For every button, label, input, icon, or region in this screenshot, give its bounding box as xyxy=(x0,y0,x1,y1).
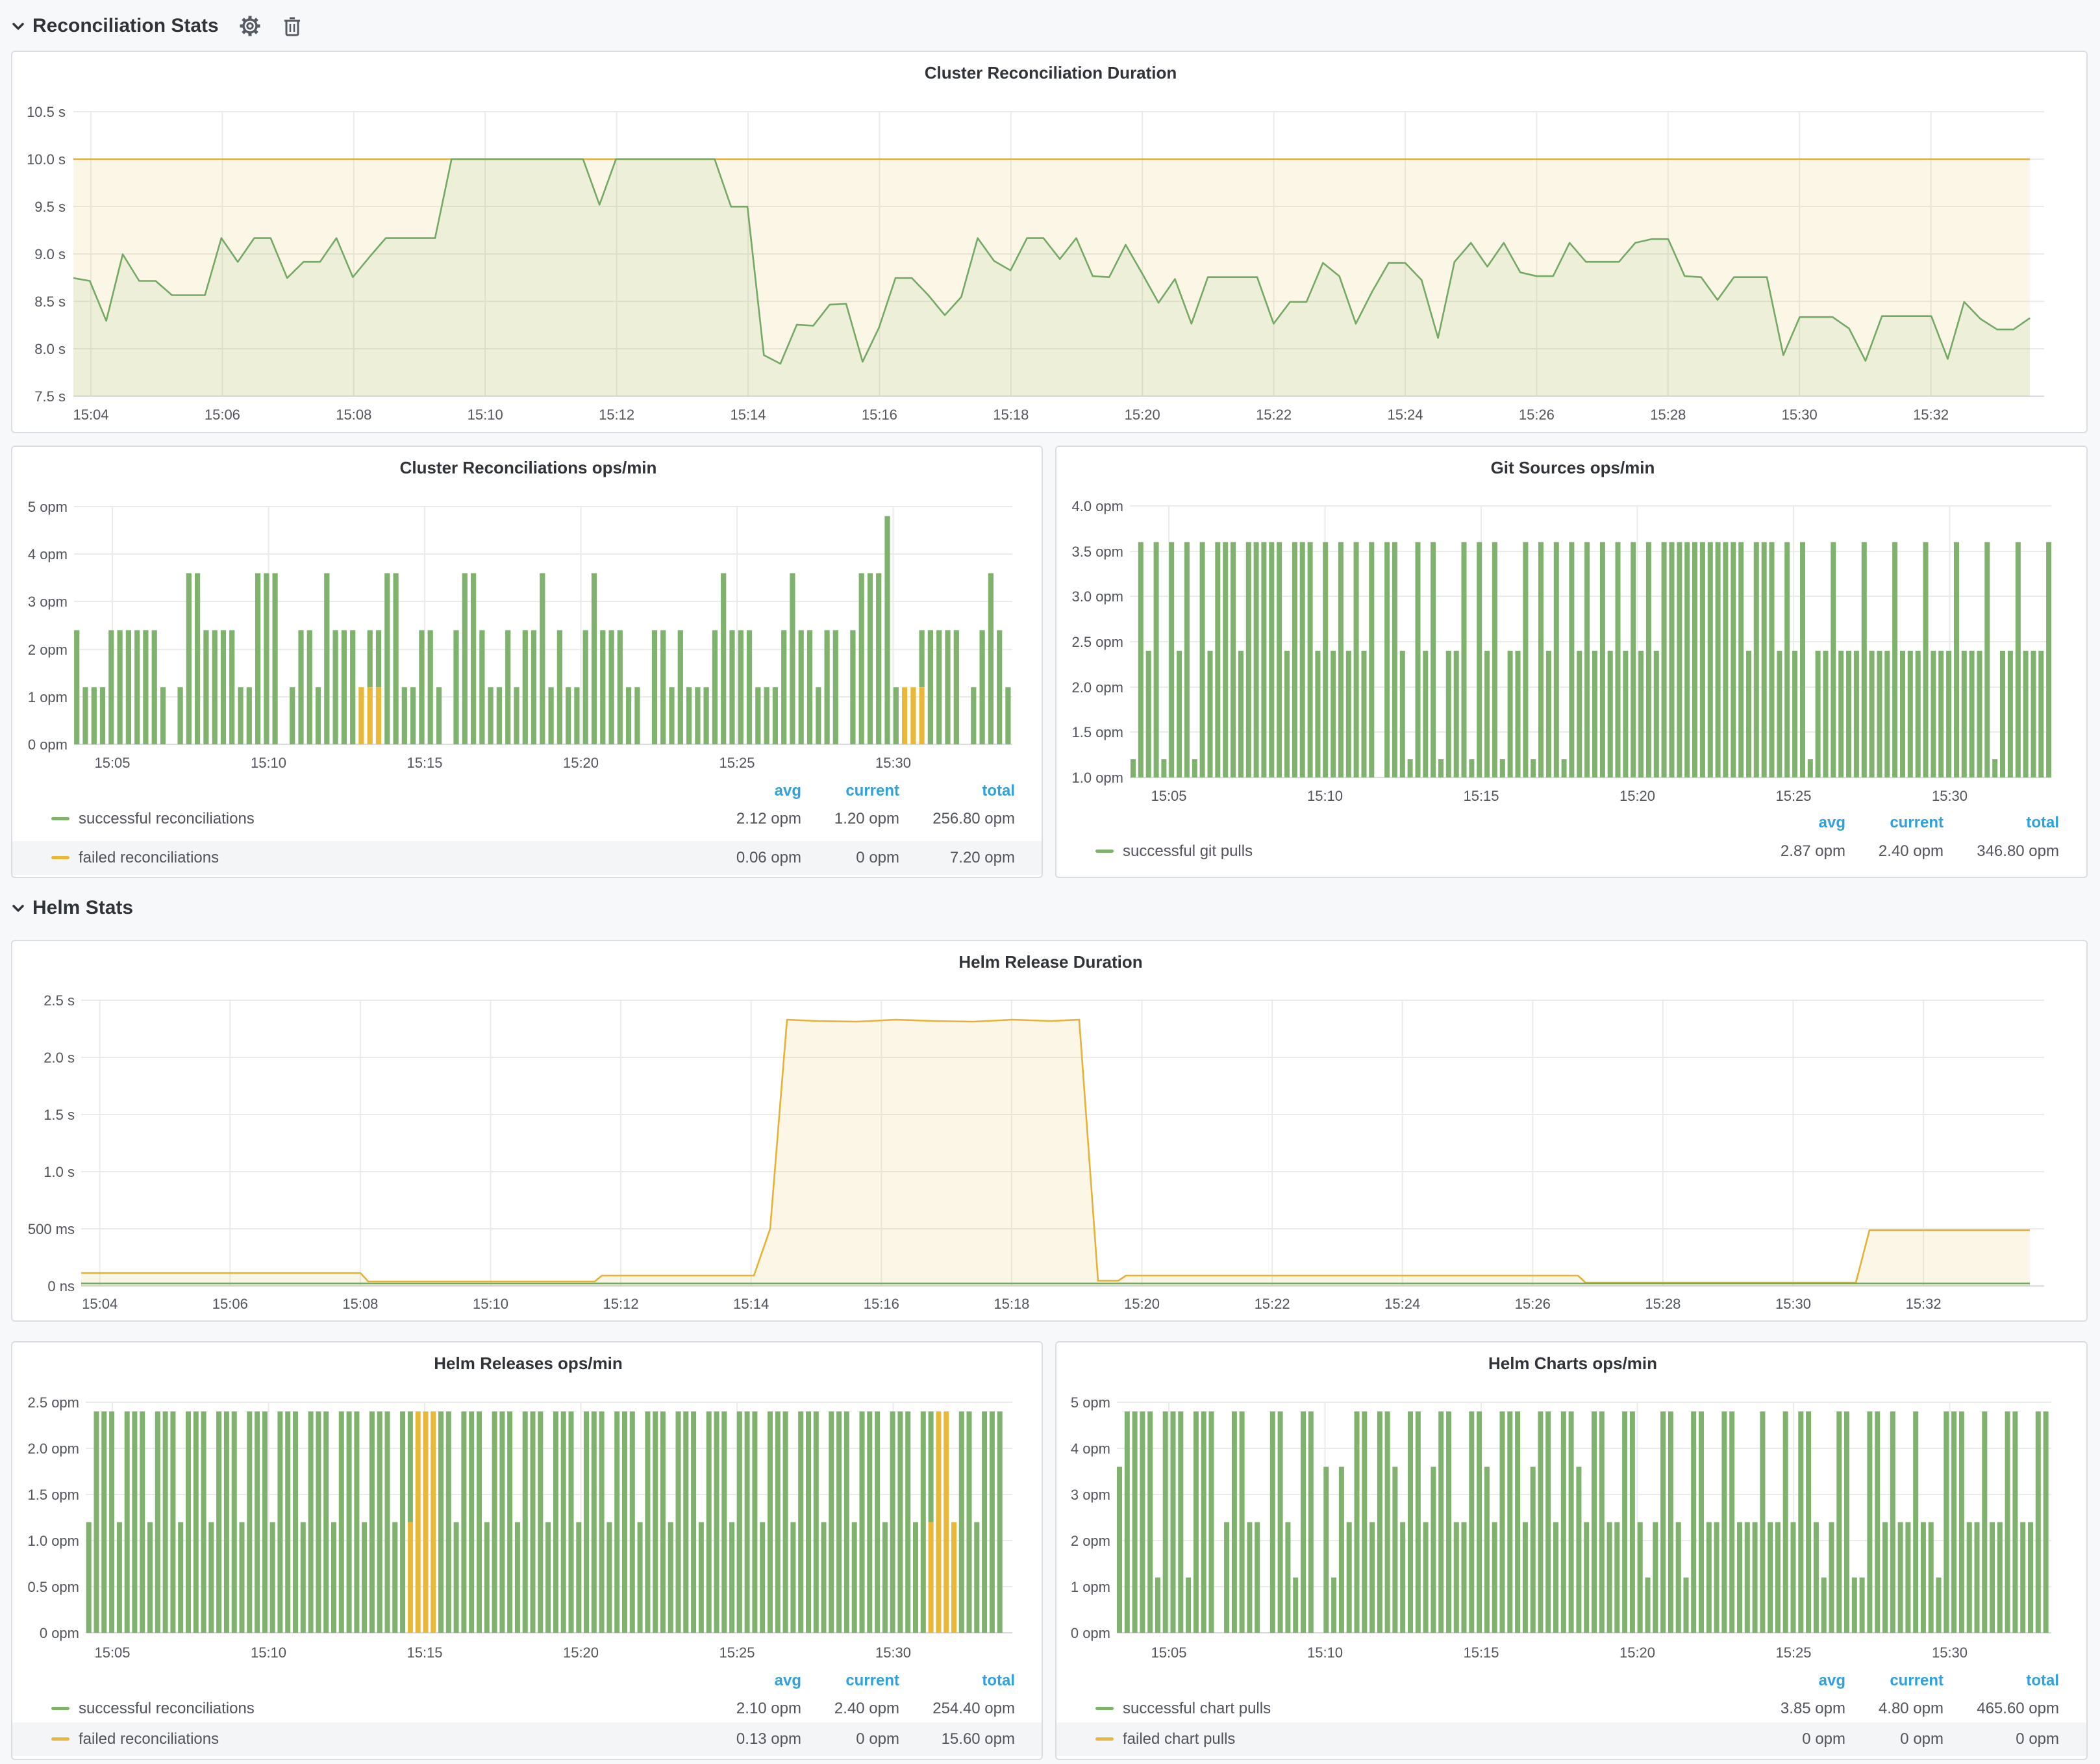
svg-text:15:18: 15:18 xyxy=(993,407,1029,423)
svg-text:2.0 s: 2.0 s xyxy=(44,1050,75,1066)
svg-text:15:30: 15:30 xyxy=(1932,788,1968,804)
svg-text:15:20: 15:20 xyxy=(1619,1644,1655,1661)
svg-text:15:06: 15:06 xyxy=(205,407,240,423)
svg-text:15:05: 15:05 xyxy=(1151,1644,1186,1661)
svg-text:15:15: 15:15 xyxy=(406,755,442,771)
svg-text:1 opm: 1 opm xyxy=(1071,1579,1110,1595)
svg-text:1.0 s: 1.0 s xyxy=(44,1164,75,1180)
svg-text:15:15: 15:15 xyxy=(1463,1644,1499,1661)
svg-text:2 opm: 2 opm xyxy=(28,642,68,658)
svg-text:3 opm: 3 opm xyxy=(28,594,68,610)
svg-text:15:04: 15:04 xyxy=(82,1296,118,1312)
svg-text:15:25: 15:25 xyxy=(719,1644,755,1661)
svg-text:15:25: 15:25 xyxy=(719,755,755,771)
svg-text:1 opm: 1 opm xyxy=(28,689,68,705)
svg-text:15:32: 15:32 xyxy=(1913,407,1949,423)
svg-text:8.0 s: 8.0 s xyxy=(34,341,66,357)
svg-text:15:20: 15:20 xyxy=(563,1644,599,1661)
svg-text:0 opm: 0 opm xyxy=(40,1625,79,1641)
svg-text:500 ms: 500 ms xyxy=(28,1221,75,1237)
svg-text:15:30: 15:30 xyxy=(1932,1644,1968,1661)
svg-text:10.0 s: 10.0 s xyxy=(27,151,66,168)
svg-text:15:10: 15:10 xyxy=(1307,788,1343,804)
svg-text:4 opm: 4 opm xyxy=(1071,1441,1110,1457)
svg-text:15:15: 15:15 xyxy=(406,1644,442,1661)
svg-text:1.5 opm: 1.5 opm xyxy=(1072,724,1124,740)
svg-text:15:08: 15:08 xyxy=(336,407,371,423)
svg-text:15:30: 15:30 xyxy=(1782,407,1818,423)
svg-text:5 opm: 5 opm xyxy=(28,499,68,515)
svg-text:15:22: 15:22 xyxy=(1255,1296,1290,1312)
svg-text:3 opm: 3 opm xyxy=(1071,1487,1110,1503)
svg-text:8.5 s: 8.5 s xyxy=(34,294,66,310)
svg-text:9.5 s: 9.5 s xyxy=(34,199,66,215)
svg-text:15:20: 15:20 xyxy=(1619,788,1655,804)
svg-text:3.5 opm: 3.5 opm xyxy=(1072,544,1124,560)
svg-text:1.5 s: 1.5 s xyxy=(44,1107,75,1123)
svg-text:15:20: 15:20 xyxy=(1124,1296,1160,1312)
svg-text:4 opm: 4 opm xyxy=(28,546,68,562)
svg-text:7.5 s: 7.5 s xyxy=(34,388,66,405)
svg-text:2 opm: 2 opm xyxy=(1071,1533,1110,1549)
svg-text:15:24: 15:24 xyxy=(1387,407,1423,423)
svg-text:2.5 opm: 2.5 opm xyxy=(28,1394,80,1411)
svg-text:0 ns: 0 ns xyxy=(47,1278,75,1294)
svg-text:15:04: 15:04 xyxy=(73,407,108,423)
svg-text:5 opm: 5 opm xyxy=(1071,1394,1110,1411)
svg-text:2.0 opm: 2.0 opm xyxy=(28,1441,80,1457)
svg-text:15:12: 15:12 xyxy=(599,407,634,423)
svg-text:15:24: 15:24 xyxy=(1384,1296,1420,1312)
svg-text:15:32: 15:32 xyxy=(1906,1296,1942,1312)
svg-text:15:28: 15:28 xyxy=(1645,1296,1681,1312)
svg-text:15:15: 15:15 xyxy=(1463,788,1499,804)
svg-text:15:05: 15:05 xyxy=(94,1644,130,1661)
svg-text:15:10: 15:10 xyxy=(1307,1644,1343,1661)
svg-text:1.5 opm: 1.5 opm xyxy=(28,1487,80,1503)
svg-text:15:10: 15:10 xyxy=(473,1296,508,1312)
svg-text:3.0 opm: 3.0 opm xyxy=(1072,588,1124,605)
svg-text:15:26: 15:26 xyxy=(1515,1296,1551,1312)
svg-text:1.0 opm: 1.0 opm xyxy=(1072,770,1124,786)
svg-text:0 opm: 0 opm xyxy=(28,737,68,753)
svg-text:15:22: 15:22 xyxy=(1256,407,1292,423)
svg-text:15:05: 15:05 xyxy=(94,755,130,771)
svg-text:2.5 s: 2.5 s xyxy=(44,992,75,1009)
svg-text:0.5 opm: 0.5 opm xyxy=(28,1579,80,1595)
svg-text:15:08: 15:08 xyxy=(342,1296,378,1312)
svg-text:15:12: 15:12 xyxy=(603,1296,639,1312)
svg-text:9.0 s: 9.0 s xyxy=(34,246,66,262)
svg-text:15:16: 15:16 xyxy=(864,1296,899,1312)
svg-text:15:10: 15:10 xyxy=(251,1644,286,1661)
svg-text:10.5 s: 10.5 s xyxy=(27,104,66,120)
svg-text:15:28: 15:28 xyxy=(1650,407,1686,423)
svg-text:1.0 opm: 1.0 opm xyxy=(28,1533,80,1549)
svg-text:15:20: 15:20 xyxy=(1125,407,1160,423)
svg-text:15:16: 15:16 xyxy=(862,407,897,423)
svg-text:15:25: 15:25 xyxy=(1775,788,1811,804)
svg-text:15:10: 15:10 xyxy=(468,407,503,423)
svg-text:15:18: 15:18 xyxy=(994,1296,1029,1312)
svg-text:15:30: 15:30 xyxy=(875,755,911,771)
svg-text:2.0 opm: 2.0 opm xyxy=(1072,679,1124,696)
svg-text:0 opm: 0 opm xyxy=(1071,1625,1110,1641)
svg-text:2.5 opm: 2.5 opm xyxy=(1072,634,1124,650)
svg-text:15:14: 15:14 xyxy=(730,407,766,423)
svg-text:15:30: 15:30 xyxy=(1775,1296,1811,1312)
svg-text:15:10: 15:10 xyxy=(251,755,286,771)
svg-text:15:20: 15:20 xyxy=(563,755,599,771)
svg-text:15:06: 15:06 xyxy=(212,1296,248,1312)
svg-text:15:14: 15:14 xyxy=(733,1296,769,1312)
svg-text:15:30: 15:30 xyxy=(875,1644,911,1661)
svg-text:15:25: 15:25 xyxy=(1775,1644,1811,1661)
svg-text:15:26: 15:26 xyxy=(1519,407,1555,423)
svg-text:4.0 opm: 4.0 opm xyxy=(1072,498,1124,514)
svg-text:15:05: 15:05 xyxy=(1151,788,1186,804)
